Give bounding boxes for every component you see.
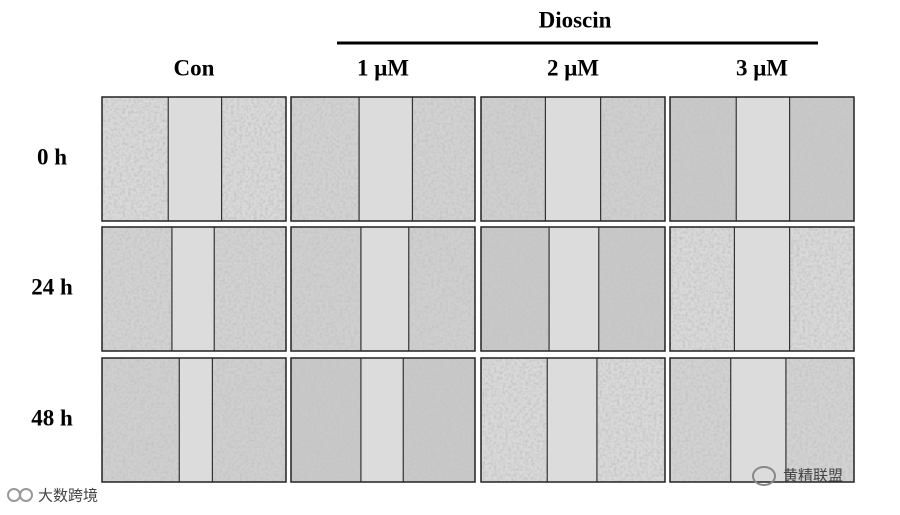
micrograph [290, 357, 476, 483]
column-label: 2 μM [547, 55, 599, 80]
micrograph [480, 226, 666, 352]
micrograph [669, 357, 855, 483]
micrograph [101, 96, 287, 222]
row-label: 24 h [31, 274, 73, 299]
micrograph [290, 226, 476, 352]
group-label: Dioscin [539, 7, 612, 32]
watermark-right: 黄精联盟 [752, 466, 843, 486]
micrograph [290, 96, 476, 222]
column-label: 3 μM [736, 55, 788, 80]
watermark-icon [19, 488, 33, 502]
wound-area [736, 97, 790, 221]
panel-border [480, 226, 666, 352]
wound-area [547, 358, 597, 482]
micrograph [669, 226, 855, 352]
micrograph [101, 226, 287, 352]
watermark-text: 大数跨境 [38, 487, 98, 505]
panel-border [669, 226, 855, 352]
watermark-text: 黄精联盟 [783, 467, 843, 485]
panel-border [669, 96, 855, 222]
column-label: Con [174, 55, 215, 80]
wound-area [179, 358, 213, 482]
panel-grid [101, 96, 855, 483]
watermark-icon [752, 466, 776, 486]
wound-area [360, 227, 409, 351]
micrograph [669, 96, 855, 222]
wound-area [730, 358, 786, 482]
panel-border [480, 96, 666, 222]
wound-area [545, 97, 601, 221]
micrograph [480, 96, 666, 222]
wound-area [549, 227, 599, 351]
panel-border [480, 357, 666, 483]
wound-area [171, 227, 215, 351]
micrograph [480, 357, 666, 483]
panel-border [290, 357, 476, 483]
wound-area [168, 97, 222, 221]
row-label: 48 h [31, 405, 73, 430]
row-label: 0 h [37, 144, 67, 169]
wound-area [359, 97, 413, 221]
panel-border [101, 226, 287, 352]
panel-border [101, 357, 287, 483]
micrograph [101, 357, 287, 483]
panel-border [290, 226, 476, 352]
watermark-left: 大数跨境 [7, 487, 98, 505]
panel-border [290, 96, 476, 222]
wound-area [360, 358, 404, 482]
panel-border [669, 357, 855, 483]
watermark-icon [7, 488, 21, 502]
panel-border [101, 96, 287, 222]
column-label: 1 μM [357, 55, 409, 80]
wound-area [734, 227, 790, 351]
